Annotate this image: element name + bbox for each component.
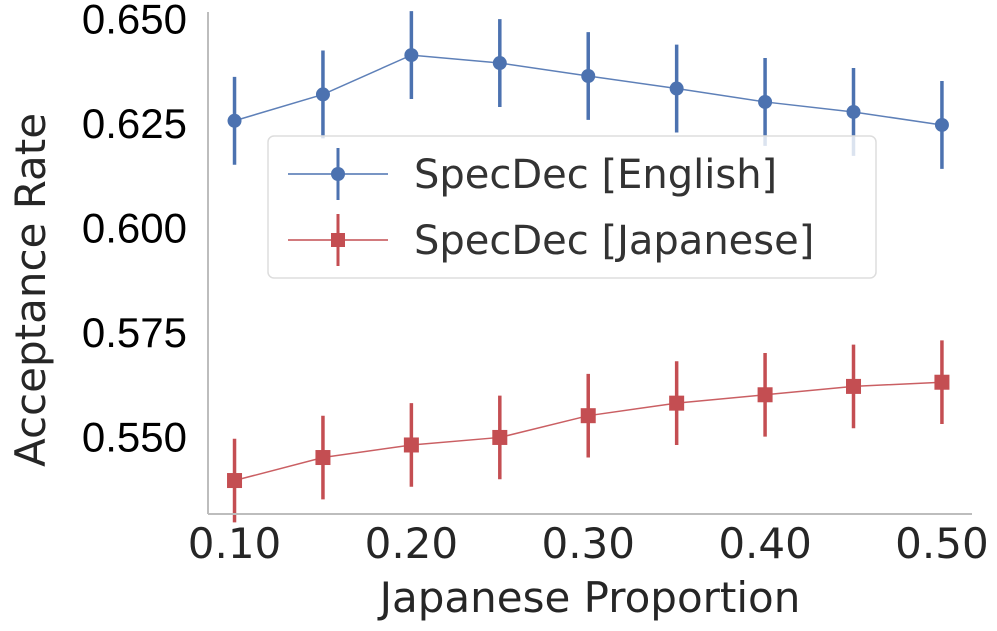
series-layer bbox=[227, 11, 950, 523]
data-point-english bbox=[846, 104, 861, 119]
data-point-english bbox=[581, 69, 596, 84]
y-tick-label: 0.625 bbox=[82, 100, 187, 147]
data-point-japanese bbox=[757, 387, 773, 403]
data-point-english bbox=[315, 87, 330, 102]
legend-english-marker bbox=[331, 167, 345, 181]
data-point-english bbox=[934, 117, 949, 132]
legend-japanese-marker bbox=[331, 233, 345, 247]
data-point-english bbox=[227, 113, 242, 128]
y-tick-label: 0.575 bbox=[82, 309, 187, 356]
y-tick-label: 0.600 bbox=[82, 204, 187, 251]
legend-english-label: SpecDec [English] bbox=[414, 152, 777, 198]
y-tick-label: 0.550 bbox=[82, 414, 187, 461]
data-point-japanese bbox=[934, 374, 950, 390]
data-point-japanese bbox=[669, 395, 685, 411]
data-point-japanese bbox=[846, 378, 862, 394]
x-axis-title: Japanese Proportion bbox=[377, 573, 801, 622]
x-tick-label: 0.30 bbox=[541, 519, 635, 568]
x-tick-label: 0.10 bbox=[188, 519, 282, 568]
data-point-japanese bbox=[492, 429, 508, 445]
legend: SpecDec [English] SpecDec [Japanese] bbox=[267, 135, 877, 279]
legend-japanese-label: SpecDec [Japanese] bbox=[414, 218, 814, 264]
x-tick-label: 0.20 bbox=[365, 519, 459, 568]
series-japanese bbox=[227, 340, 950, 523]
data-point-english bbox=[404, 48, 419, 63]
series-english bbox=[227, 11, 949, 169]
tick-layer: 0.650 0.625 0.600 0.575 0.550 0.10 0.20 0.30 0.4… bbox=[82, 0, 989, 568]
data-point-japanese bbox=[403, 437, 419, 453]
data-point-japanese bbox=[227, 473, 243, 489]
data-point-english bbox=[758, 94, 773, 109]
legend-frame bbox=[267, 135, 877, 279]
data-point-english bbox=[492, 56, 507, 71]
y-axis-title: Acceptance Rate bbox=[6, 113, 55, 467]
x-tick-label: 0.40 bbox=[718, 519, 812, 568]
data-point-japanese bbox=[315, 450, 331, 466]
data-point-japanese bbox=[580, 408, 596, 424]
x-tick-label: 0.50 bbox=[895, 519, 989, 568]
data-point-english bbox=[669, 81, 684, 96]
y-tick-label: 0.650 bbox=[82, 0, 187, 42]
